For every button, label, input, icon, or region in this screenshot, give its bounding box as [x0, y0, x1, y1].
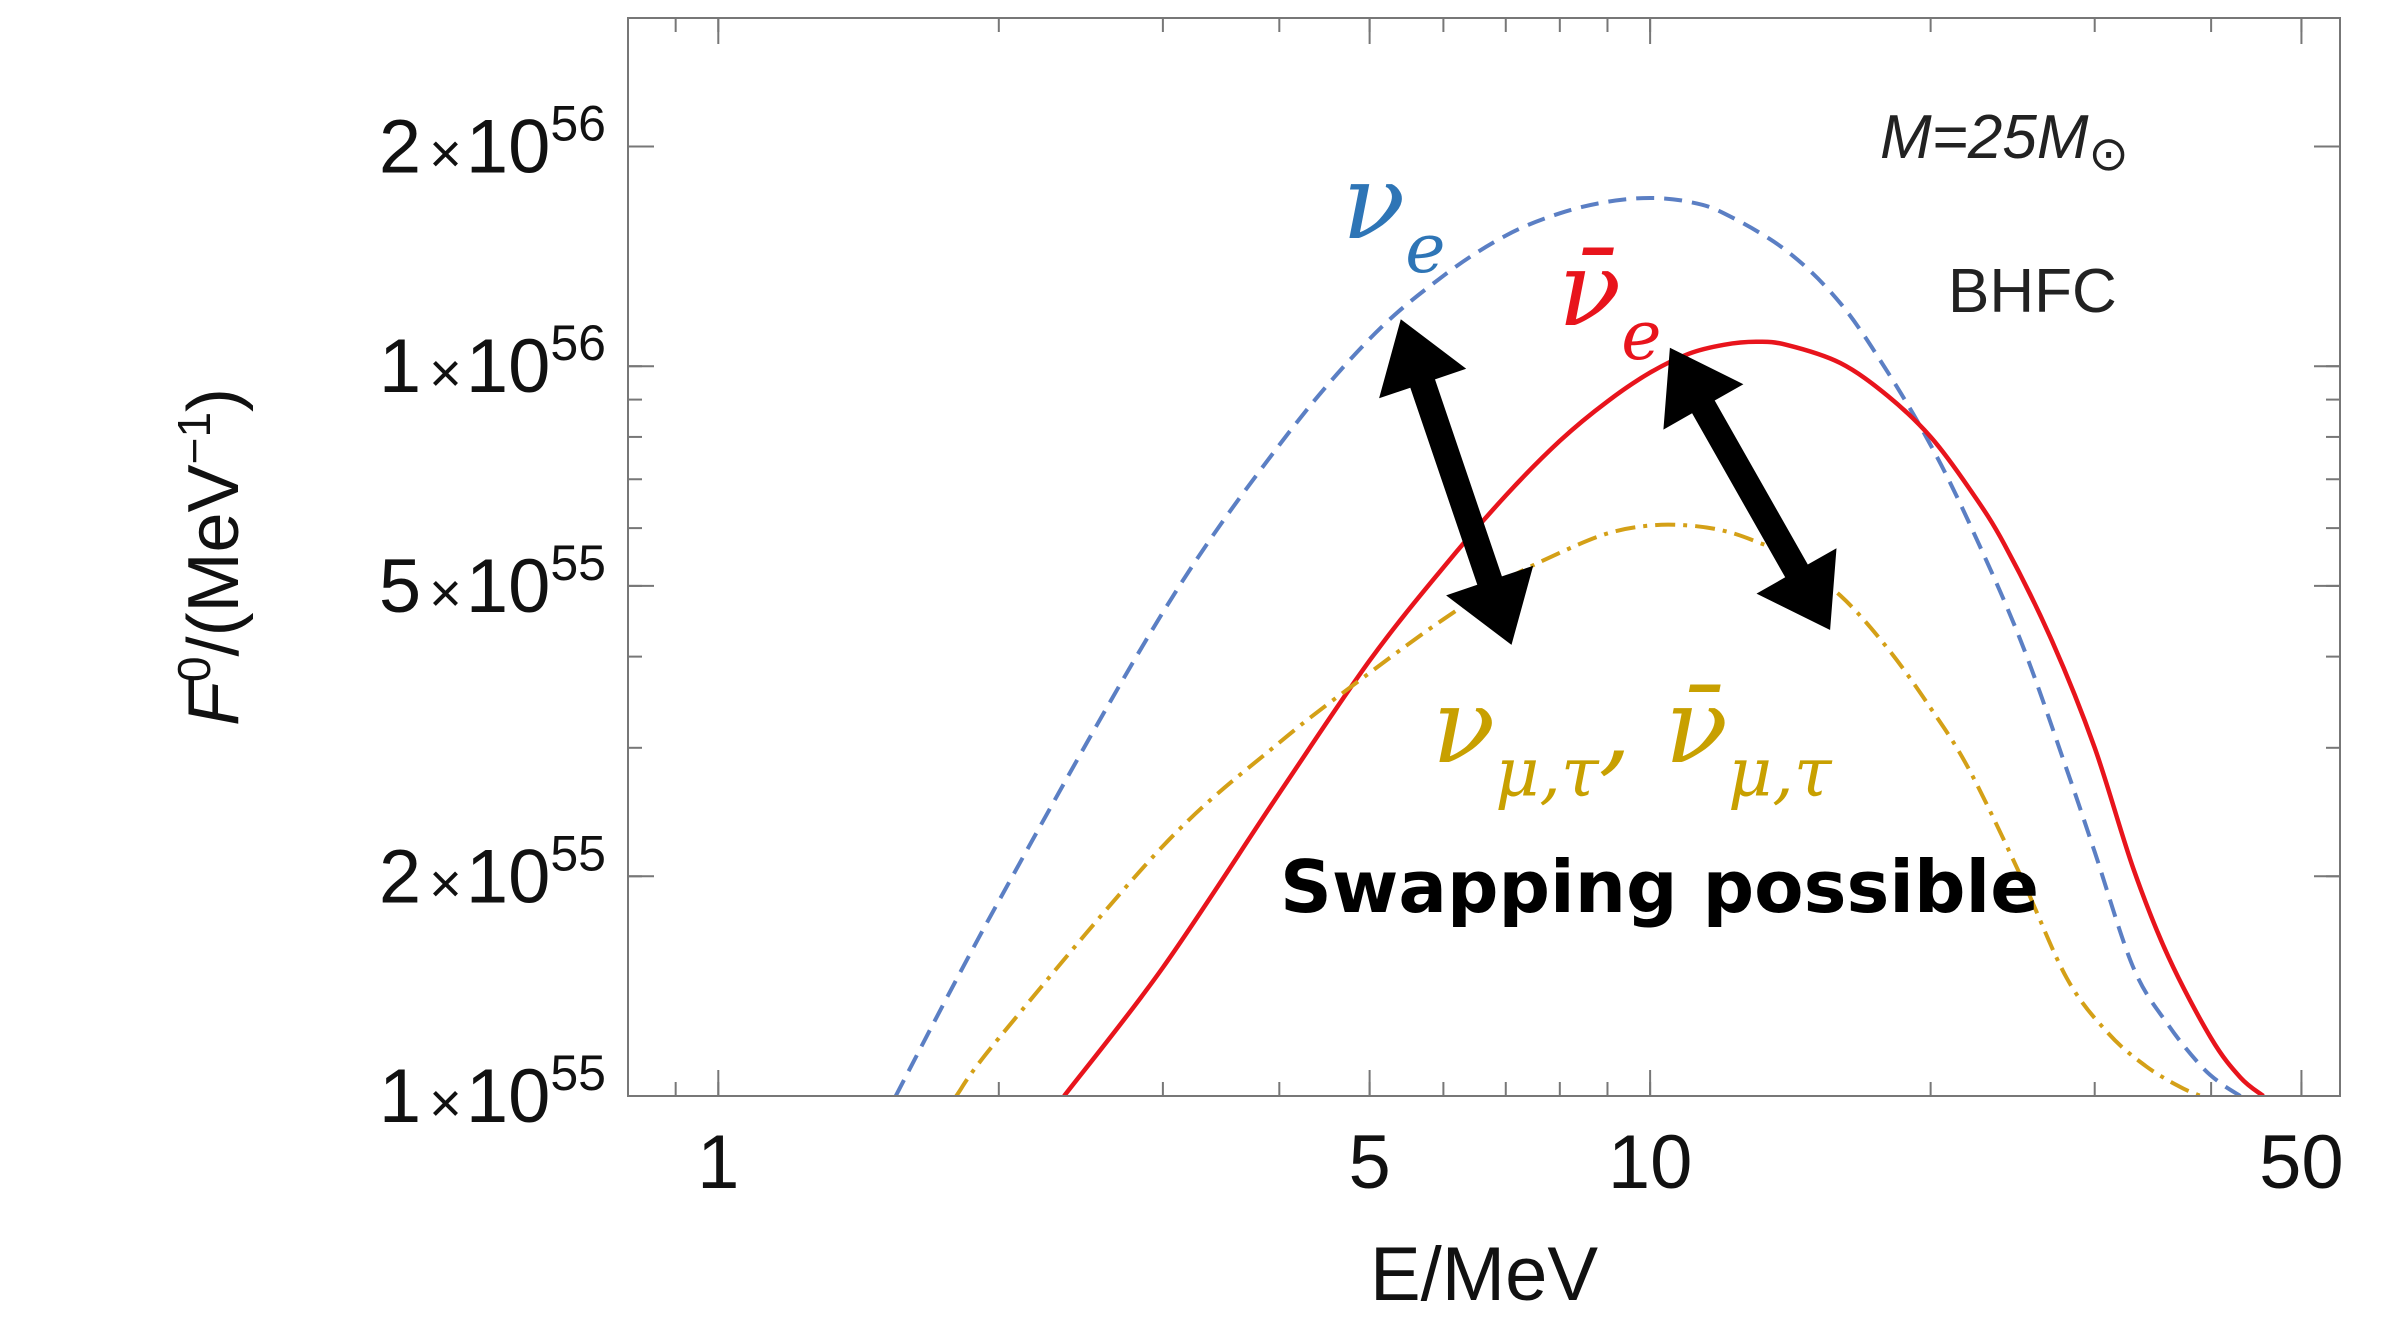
y-tick-exponent: 55 — [550, 535, 606, 591]
nubar-mutau-subscript: μ,τ — [1728, 734, 1833, 813]
x-tick-label: 5 — [1348, 1120, 1390, 1205]
y-axis-title-sup: 0 — [168, 656, 220, 682]
nubar-mutau-symbol: ν̄ — [1665, 665, 1728, 787]
model-label: BHFC — [1948, 257, 2117, 326]
y-tick-mantissa: 2 — [379, 834, 421, 919]
y-tick-base: 10 — [466, 544, 551, 629]
y-tick-mantissa: 5 — [379, 544, 421, 629]
y-tick-times: × — [429, 1071, 462, 1134]
x-tick-label: 10 — [1608, 1120, 1693, 1205]
y-tick-exponent: 55 — [550, 1045, 606, 1101]
x-tick-label: 50 — [2259, 1120, 2344, 1205]
x-axis-title: E/MeV — [1370, 1232, 1598, 1317]
y-tick-mantissa: 2 — [379, 105, 421, 190]
y-tick-base: 10 — [466, 834, 551, 919]
y-tick-exponent: 55 — [550, 825, 606, 881]
y-tick-label: 1 ×1055 — [379, 1045, 606, 1139]
y-tick-label: 1 ×1056 — [379, 315, 606, 409]
y-tick-times: × — [429, 341, 462, 404]
x-tick-label: 1 — [697, 1120, 739, 1205]
y-axis-title-unit: /(MeV — [174, 464, 254, 656]
y-tick-mantissa: 1 — [379, 1054, 421, 1139]
mass-label-text: M=25M — [1880, 103, 2089, 172]
y-tick-exponent: 56 — [550, 96, 606, 152]
y-tick-label: 5 ×1055 — [379, 535, 606, 629]
solar-mass-symbol: ⊙ — [2088, 128, 2128, 181]
y-axis-title-base: F — [174, 678, 254, 726]
legend-label-nu-mutau: νμ,τ, ν̄μ,τ — [1432, 665, 1833, 813]
y-axis-title-unit-sup: −1 — [168, 412, 220, 464]
y-tick-base: 10 — [466, 324, 551, 409]
y-axis-title: F0/(MeV−1) — [168, 388, 254, 726]
nu-mutau-symbol: ν — [1432, 665, 1495, 787]
nubar-e-subscript: e — [1621, 297, 1661, 376]
y-tick-label: 2 ×1056 — [379, 96, 606, 190]
legend-label-nu-e: νe — [1342, 141, 1445, 289]
y-axis-title-unit-close: ) — [174, 388, 254, 412]
mass-label: M=25M⊙ — [1880, 103, 2129, 181]
nu-mutau-subscript: μ,τ — [1495, 734, 1600, 813]
swap-arrow-1 — [1379, 319, 1534, 645]
series-line-nubar-e — [1062, 339, 2265, 1096]
y-tick-times: × — [429, 122, 462, 185]
y-tick-times: × — [429, 561, 462, 624]
nu-e-subscript: e — [1405, 210, 1445, 289]
nu-mutau-separator: , — [1599, 665, 1665, 787]
swap-arrow-2 — [1663, 347, 1837, 630]
swapping-possible-label: Swapping possible — [1280, 845, 2039, 929]
plot-frame — [627, 17, 2341, 1097]
y-tick-exponent: 56 — [550, 315, 606, 371]
legend-label-nubar-e: ν̄e — [1558, 228, 1661, 376]
nubar-e-symbol: ν̄ — [1558, 228, 1621, 350]
y-tick-base: 10 — [466, 105, 551, 190]
y-tick-times: × — [429, 851, 462, 914]
series-line-nu-mutau — [954, 522, 2202, 1096]
y-tick-label: 2 ×1055 — [379, 825, 606, 919]
y-tick-mantissa: 1 — [379, 324, 421, 409]
series-line-nu-e — [893, 195, 2242, 1096]
nu-e-symbol: ν — [1342, 141, 1405, 263]
y-tick-base: 10 — [466, 1054, 551, 1139]
